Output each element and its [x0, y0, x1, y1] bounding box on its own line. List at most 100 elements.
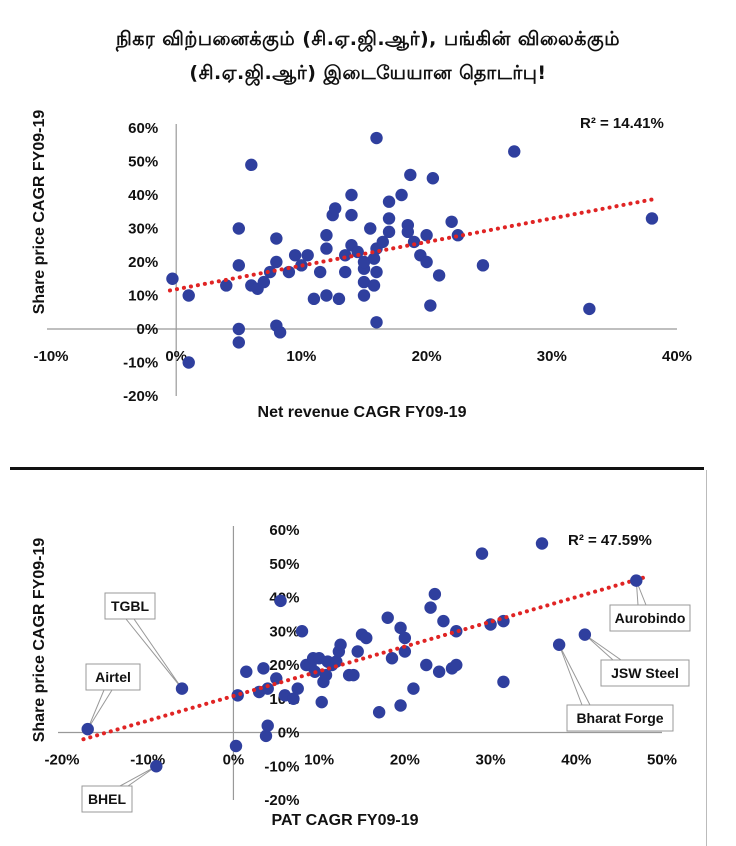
y-tick-label: -20% — [123, 388, 158, 405]
callout-box — [566, 704, 674, 732]
data-point — [357, 255, 371, 269]
data-point — [426, 172, 440, 185]
y-tick-label: 60% — [269, 522, 299, 539]
data-point — [381, 611, 394, 624]
data-point — [364, 222, 377, 235]
data-point — [497, 675, 510, 689]
data-point — [360, 631, 373, 645]
chart-title-line-2: (சி.ஏ.ஜி.ஆர்) இடையேயான தொடர்பு! — [189, 62, 547, 84]
data-point — [424, 299, 437, 312]
trendline — [167, 196, 661, 293]
x-tick-label: 30% — [476, 752, 506, 769]
data-point — [320, 229, 333, 242]
x-axis-title: Net revenue CAGR FY09-19 — [258, 404, 467, 421]
callout-box — [85, 663, 141, 691]
labeled-data-point — [578, 628, 592, 641]
y-tick-label: 40% — [128, 187, 158, 204]
callout-pointer — [584, 634, 623, 661]
y-tick-label: -10% — [123, 355, 158, 372]
x-tick-label: 40% — [662, 348, 692, 365]
data-point — [508, 145, 521, 158]
callout-box — [609, 604, 691, 632]
callout-label: BHEL — [88, 791, 127, 807]
data-point — [232, 259, 245, 272]
data-point — [345, 208, 358, 222]
chart-title: நிகர விற்பனைக்கும் (சி.ஏ.ஜி.ஆர்), பங்கின… — [0, 22, 736, 90]
x-axis-title: PAT CAGR FY09-19 — [272, 812, 419, 829]
scatter-chart-revenue: -20% -10% 0% 10% 20% 30% 40% 50% 60% -10% 0% 10% 20%… — [31, 110, 692, 421]
data-point — [372, 706, 386, 719]
data-point — [339, 249, 352, 262]
data-point — [395, 188, 408, 202]
data-point — [437, 614, 450, 628]
data-point — [166, 272, 179, 285]
data-point — [320, 289, 333, 302]
labeled-data-point — [552, 638, 566, 651]
data-point — [291, 682, 304, 695]
data-point — [182, 289, 195, 302]
data-point — [257, 275, 271, 289]
data-point — [394, 621, 407, 635]
data-point — [273, 326, 287, 339]
x-tick-label: 50% — [647, 752, 677, 769]
callout-tgbl: TGBL — [104, 592, 183, 689]
data-point — [357, 275, 371, 289]
x-tick-label: 0% — [223, 752, 245, 769]
data-point — [320, 242, 333, 255]
data-point — [407, 235, 421, 249]
callout-jsw-steel: JSW Steel — [584, 634, 690, 687]
data-point — [398, 645, 412, 658]
trendline — [81, 575, 647, 742]
data-point — [450, 658, 463, 672]
callout-label: Airtel — [95, 669, 131, 685]
y-tick-label: 50% — [269, 556, 299, 573]
data-point — [232, 222, 245, 235]
data-point — [232, 336, 245, 349]
callout-bharat-forge: Bharat Forge — [558, 644, 674, 732]
y-tick-label: 20% — [269, 657, 299, 674]
data-point — [274, 594, 287, 608]
data-point — [240, 665, 253, 678]
data-point — [420, 255, 433, 269]
data-point — [367, 252, 381, 265]
data-point — [329, 202, 342, 215]
data-point — [385, 652, 399, 665]
callout-label: Aurobindo — [615, 610, 686, 626]
x-tick-label: 20% — [390, 752, 420, 769]
data-point — [257, 662, 270, 675]
callout-pointer — [558, 644, 591, 706]
data-point — [229, 739, 243, 753]
data-point — [428, 587, 442, 601]
data-point — [339, 265, 352, 279]
data-point — [370, 316, 383, 329]
y-axis-title: Share price CAGR FY09-19 — [31, 110, 48, 315]
x-tick-label: 40% — [561, 752, 591, 769]
r-squared-label: R² = 14.41% — [580, 115, 664, 132]
y-tick-label: 30% — [128, 221, 158, 238]
y-tick-label: -10% — [264, 758, 299, 775]
data-point — [288, 249, 302, 262]
data-point — [451, 229, 465, 242]
data-point — [432, 269, 446, 282]
data-point — [382, 195, 396, 208]
data-point — [382, 212, 396, 225]
data-point — [263, 265, 277, 279]
callout-aurobindo: Aurobindo — [609, 580, 691, 632]
data-point — [270, 232, 283, 245]
y-tick-label: -20% — [264, 792, 299, 809]
y-tick-label: 60% — [128, 120, 158, 137]
y-tick-label: 50% — [128, 154, 158, 171]
data-point — [347, 668, 360, 682]
callout-bhel: BHEL — [81, 765, 157, 813]
y-tick-label: 10% — [128, 288, 158, 305]
y-axis-title: Share price CAGR FY09-19 — [31, 538, 48, 743]
x-tick-label: -10% — [33, 348, 68, 365]
x-tick-label: -20% — [44, 752, 79, 769]
callout-box — [104, 592, 156, 620]
labeled-data-point — [630, 574, 643, 587]
data-point — [370, 131, 383, 145]
data-point — [220, 279, 233, 292]
y-tick-label: 30% — [269, 623, 299, 640]
x-tick-label: 10% — [286, 348, 316, 365]
data-point — [367, 279, 381, 292]
